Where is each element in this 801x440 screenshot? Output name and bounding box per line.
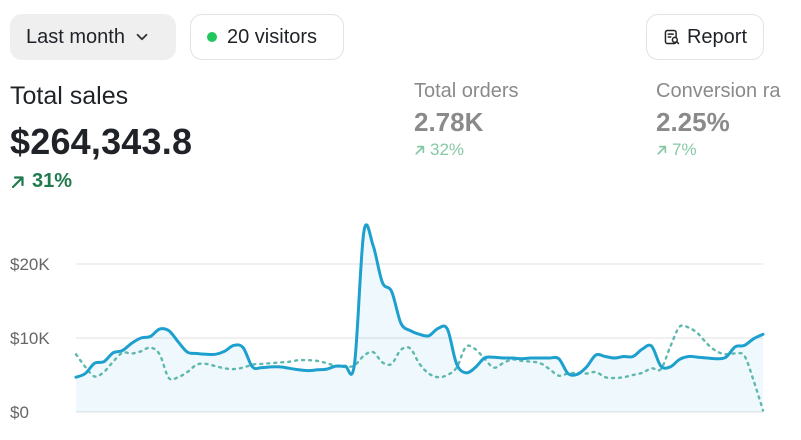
kpi-delta: 31% [10,170,192,193]
period-dropdown[interactable]: Last month [10,14,176,60]
kpi-delta-value: 31% [32,170,73,192]
series-line-current[interactable] [74,223,765,379]
report-search-icon [664,29,680,45]
y-tick-label: $10K [10,329,50,348]
kpi-delta-value: 32% [430,140,465,159]
kpi-value: $264,343.8 [10,121,193,162]
sales-line-chart[interactable]: $0 $10K $20K [0,210,801,435]
arrow-up-right-icon [415,145,425,155]
report-button[interactable]: Report [646,14,764,60]
status-dot-icon [207,32,217,42]
kpi-total-orders[interactable]: Total orders 2.78K 32% [414,78,614,160]
kpi-delta-value: 7% [672,140,697,159]
kpi-label: Conversion ra [656,80,781,102]
report-label: Report [686,25,747,48]
series-area-current [76,224,763,412]
y-tick-label: $0 [10,403,29,422]
period-label: Last month [26,25,125,48]
kpi-value: 2.25% [656,107,730,137]
kpi-total-sales[interactable]: Total sales $264,343.8 31% [10,80,192,193]
kpi-value: 2.78K [414,107,484,137]
toolbar: Last month 20 visitors Report [10,14,765,62]
kpi-delta: 7% [656,140,801,160]
visitors-button[interactable]: 20 visitors [190,14,344,60]
kpi-delta: 32% [414,140,614,160]
kpi-label: Total orders [414,80,519,102]
series-line-previous[interactable] [74,324,765,412]
y-tick-label: $20K [10,255,50,274]
arrow-up-right-icon [11,175,24,188]
chevron-down-icon [136,33,148,41]
visitors-label: 20 visitors [227,25,318,48]
kpi-label: Total sales [10,82,129,110]
arrow-up-right-icon [657,145,667,155]
kpi-conversion-rate[interactable]: Conversion ra 2.25% 7% [656,78,801,160]
